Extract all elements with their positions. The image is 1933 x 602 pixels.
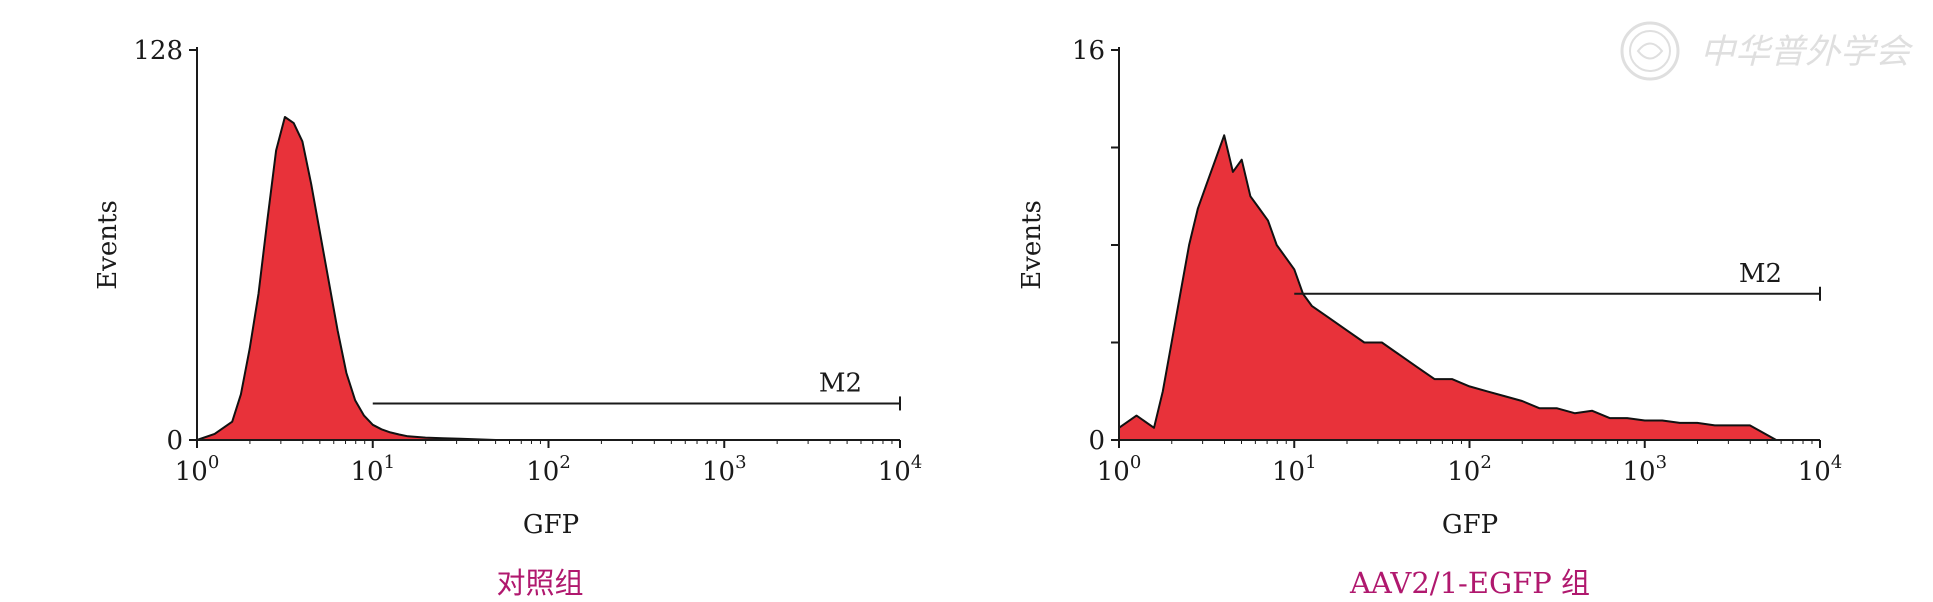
histogram-series xyxy=(196,116,497,441)
x-axis: 100 101 102 103 104 xyxy=(1097,439,1843,487)
chart-panel-control: M2 128 0 100 101 102 103 104 Events GFP 对照组 xyxy=(93,36,922,600)
x-tick-label: 100 xyxy=(1097,452,1142,487)
chart-panel-aav: M2 16 0 100 101 102 103 104 Events GFP AAV2/… xyxy=(1017,36,1842,600)
gate-label: M2 xyxy=(1739,259,1782,289)
histogram-area xyxy=(196,116,497,441)
x-tick-label: 103 xyxy=(702,452,747,487)
y-axis-title: Events xyxy=(93,200,123,290)
x-tick-label: 104 xyxy=(1798,452,1843,487)
y-tick-label-bottom: 0 xyxy=(1088,426,1105,456)
gate-marker: M2 xyxy=(1294,259,1821,301)
seal-icon xyxy=(1620,21,1680,81)
x-ticks: 100 101 102 103 104 xyxy=(1097,440,1843,487)
y-tick-label-bottom: 0 xyxy=(166,426,183,456)
watermark: 中华普外学会 xyxy=(1620,21,1914,81)
y-axis: 128 0 xyxy=(133,36,198,456)
histogram-series xyxy=(1118,134,1778,441)
panel-caption: AAV2/1-EGFP 组 xyxy=(1349,566,1590,600)
y-axis-title: Events xyxy=(1017,200,1047,290)
gate-label: M2 xyxy=(819,368,862,398)
watermark-text: 中华普外学会 xyxy=(1700,32,1914,72)
x-tick-label: 104 xyxy=(878,452,923,487)
y-axis: 16 0 xyxy=(1072,36,1120,456)
x-axis-title: GFP xyxy=(1442,510,1498,540)
panel-caption: 对照组 xyxy=(496,566,583,600)
y-tick-label-top: 16 xyxy=(1072,36,1105,66)
x-ticks: 100 101 102 103 104 xyxy=(175,440,923,487)
gate-marker: M2 xyxy=(372,368,901,411)
x-axis: 100 101 102 103 104 xyxy=(175,439,923,487)
x-tick-label: 102 xyxy=(1447,452,1492,487)
x-tick-label: 103 xyxy=(1622,452,1667,487)
x-tick-label: 102 xyxy=(526,452,571,487)
y-tick-label-top: 128 xyxy=(133,36,183,66)
histogram-area xyxy=(1118,134,1778,441)
x-axis-title: GFP xyxy=(523,510,579,540)
x-tick-label: 100 xyxy=(175,452,220,487)
x-tick-label: 101 xyxy=(1272,452,1317,487)
x-tick-label: 101 xyxy=(350,452,395,487)
